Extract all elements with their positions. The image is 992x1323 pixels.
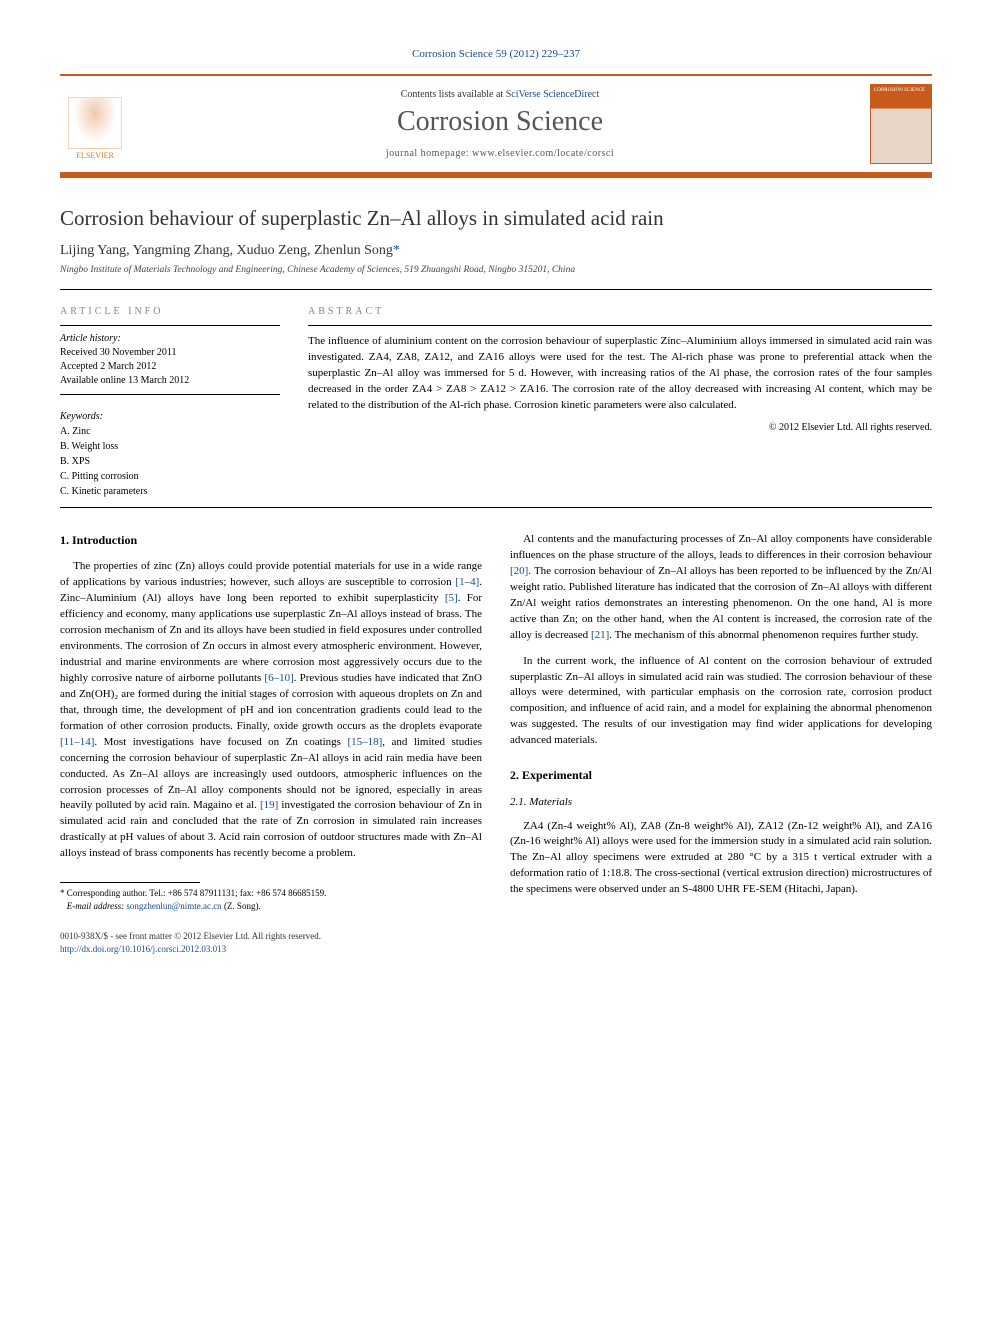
citation-link[interactable]: [11–14] — [60, 736, 94, 748]
divider — [60, 507, 932, 508]
homepage-prefix: journal homepage: — [386, 148, 472, 159]
publisher-name: ELSEVIER — [76, 151, 114, 160]
journal-reference: Corrosion Science 59 (2012) 229–237 — [60, 48, 932, 60]
abstract-label: ABSTRACT — [308, 306, 932, 317]
article-title: Corrosion behaviour of superplastic Zn–A… — [60, 206, 932, 231]
divider — [60, 289, 932, 290]
keyword: C. Pitting corrosion — [60, 471, 139, 482]
page-container: Corrosion Science 59 (2012) 229–237 ELSE… — [0, 0, 992, 1003]
issn-copyright: 0010-938X/$ - see front matter © 2012 El… — [60, 931, 321, 941]
keyword: C. Kinetic parameters — [60, 486, 147, 497]
citation-link[interactable]: [20] — [510, 565, 528, 577]
elsevier-tree-icon — [68, 97, 122, 149]
affiliation: Ningbo Institute of Materials Technology… — [60, 265, 932, 275]
abstract-text: The influence of aluminium content on th… — [308, 325, 932, 414]
citation-link[interactable]: [6–10] — [264, 672, 293, 684]
corresponding-author-footnote: * Corresponding author. Tel.: +86 574 87… — [60, 887, 482, 912]
homepage-url[interactable]: www.elsevier.com/locate/corsci — [472, 148, 614, 159]
article-history: Article history: Received 30 November 20… — [60, 325, 280, 395]
right-column: Al contents and the manufacturing proces… — [510, 532, 932, 912]
author-list: Lijing Yang, Yangming Zhang, Xuduo Zeng,… — [60, 243, 932, 259]
email-link[interactable]: songzhenlun@nimte.ac.cn — [126, 901, 221, 911]
cover-label: CORROSION SCIENCE — [874, 88, 925, 93]
intro-paragraph-3: In the current work, the influence of Al… — [510, 654, 932, 750]
journal-cover-thumbnail: CORROSION SCIENCE — [870, 84, 932, 164]
email-suffix: (Z. Song). — [222, 901, 261, 911]
received-date: Received 30 November 2011 — [60, 347, 177, 358]
email-label: E-mail address: — [67, 901, 127, 911]
keywords-label: Keywords: — [60, 411, 103, 422]
article-info-label: ARTICLE INFO — [60, 306, 280, 317]
elsevier-logo: ELSEVIER — [60, 88, 130, 160]
body-columns: 1. Introduction The properties of zinc (… — [60, 532, 932, 912]
section-heading-intro: 1. Introduction — [60, 532, 482, 549]
journal-title: Corrosion Science — [130, 106, 870, 138]
left-column: 1. Introduction The properties of zinc (… — [60, 532, 482, 912]
corresponding-marker: * — [393, 243, 400, 258]
article-info-column: ARTICLE INFO Article history: Received 3… — [60, 296, 280, 499]
contents-prefix: Contents lists available at — [401, 89, 506, 100]
keyword: A. Zinc — [60, 426, 91, 437]
citation-link[interactable]: [5] — [445, 592, 458, 604]
section-heading-experimental: 2. Experimental — [510, 767, 932, 784]
bottom-matter: 0010-938X/$ - see front matter © 2012 El… — [60, 930, 932, 954]
info-abstract-row: ARTICLE INFO Article history: Received 3… — [60, 296, 932, 499]
citation-link[interactable]: [21] — [591, 629, 609, 641]
citation-link[interactable]: [15–18] — [347, 736, 382, 748]
doi-link[interactable]: http://dx.doi.org/10.1016/j.corsci.2012.… — [60, 944, 226, 954]
journal-homepage: journal homepage: www.elsevier.com/locat… — [130, 148, 870, 159]
journal-header: ELSEVIER Contents lists available at Sci… — [60, 74, 932, 178]
intro-paragraph-1: The properties of zinc (Zn) alloys could… — [60, 559, 482, 862]
keyword: B. Weight loss — [60, 441, 118, 452]
history-label: Article history: — [60, 333, 121, 344]
keywords-block: Keywords: A. Zinc B. Weight loss B. XPS … — [60, 409, 280, 499]
keyword: B. XPS — [60, 456, 90, 467]
citation-link[interactable]: [19] — [260, 799, 278, 811]
corr-author-contact: * Corresponding author. Tel.: +86 574 87… — [60, 888, 326, 898]
contents-available: Contents lists available at SciVerse Sci… — [130, 89, 870, 100]
online-date: Available online 13 March 2012 — [60, 375, 189, 386]
accepted-date: Accepted 2 March 2012 — [60, 361, 156, 372]
header-center: Contents lists available at SciVerse Sci… — [130, 89, 870, 159]
subsection-heading-materials: 2.1. Materials — [510, 795, 932, 811]
footnote-separator — [60, 882, 200, 883]
authors-text: Lijing Yang, Yangming Zhang, Xuduo Zeng,… — [60, 243, 393, 258]
abstract-column: ABSTRACT The influence of aluminium cont… — [308, 296, 932, 499]
intro-paragraph-2: Al contents and the manufacturing proces… — [510, 532, 932, 644]
materials-paragraph: ZA4 (Zn-4 weight% Al), ZA8 (Zn-8 weight%… — [510, 819, 932, 899]
sciencedirect-link[interactable]: SciVerse ScienceDirect — [506, 89, 600, 100]
abstract-copyright: © 2012 Elsevier Ltd. All rights reserved… — [308, 422, 932, 433]
citation-link[interactable]: [1–4] — [455, 576, 479, 588]
